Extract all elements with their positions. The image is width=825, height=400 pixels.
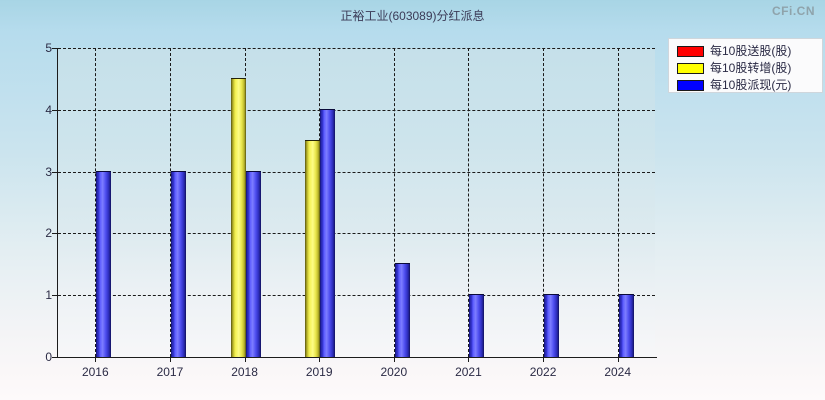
watermark-label: CFi.CN	[772, 4, 815, 18]
y-tick-mark	[52, 295, 58, 297]
y-tick-mark	[52, 233, 58, 235]
bar-2021-paixian	[469, 294, 485, 357]
bar-2019-paixian	[320, 108, 336, 357]
bar-2024-paixian	[618, 294, 634, 357]
legend-swatch-blue	[677, 79, 704, 91]
plot-area	[52, 48, 657, 362]
x-tick-mark	[319, 357, 321, 362]
y-axis-tick-label: 1	[45, 288, 52, 303]
x-axis-labels: 2016 2017 2018 2019 2020 2021 2022 2024	[58, 365, 658, 383]
x-axis-tick-label: 2021	[455, 365, 482, 379]
bar-2019-zhuanzeng	[305, 139, 321, 357]
y-tick-mark	[52, 48, 58, 49]
gridline-horizontal	[58, 171, 655, 173]
bar-2022-paixian	[544, 294, 560, 357]
gridline-vertical	[169, 48, 171, 357]
page-title: 正裕工业(603089)分红派息	[340, 9, 485, 23]
y-axis-tick-label: 5	[45, 41, 52, 55]
chart-legend: 每10股送股(股) 每10股转增(股) 每10股派现(元)	[668, 38, 823, 93]
bar-2020-paixian	[394, 263, 410, 357]
legend-label-song: 每10股送股(股)	[710, 44, 792, 58]
y-tick-mark	[52, 357, 58, 358]
x-axis-tick-label: 2016	[81, 365, 109, 379]
x-axis-tick-label: 2018	[231, 365, 258, 379]
x-tick-mark	[95, 357, 97, 362]
legend-label-paixian: 每10股派现(元)	[710, 78, 792, 92]
legend-item-zhuanzeng: 每10股转增(股)	[677, 60, 822, 76]
x-axis-line	[57, 357, 657, 358]
x-tick-mark	[617, 357, 619, 362]
y-axis-tick-label: 4	[45, 102, 52, 117]
x-tick-mark	[393, 357, 395, 362]
x-axis-tick-label: 2017	[156, 365, 184, 379]
x-axis-tick-label: 2022	[529, 365, 557, 379]
x-axis-tick-label: 2024	[604, 365, 632, 379]
y-tick-mark	[52, 171, 58, 173]
y-axis-tick-label: 0	[45, 350, 52, 364]
plot-background	[58, 48, 655, 357]
x-tick-mark	[169, 357, 171, 362]
y-axis-line	[57, 48, 58, 358]
gridline-vertical	[95, 48, 97, 357]
bar-2018-zhuanzeng	[230, 77, 246, 357]
x-axis-tick-label: 2019	[305, 365, 333, 379]
gridline-horizontal	[58, 48, 655, 49]
gridline-vertical	[393, 48, 395, 357]
legend-label-zhuanzeng: 每10股转增(股)	[710, 61, 792, 75]
gridline-vertical	[617, 48, 619, 357]
bar-2018-paixian	[245, 170, 261, 357]
gridline-vertical	[543, 48, 545, 357]
bar-2017-paixian	[170, 170, 186, 357]
legend-swatch-yellow	[677, 62, 704, 74]
gridline-horizontal	[58, 233, 655, 235]
x-axis-tick-label: 2020	[380, 365, 408, 379]
legend-item-paixian: 每10股派现(元)	[677, 77, 822, 93]
legend-item-song: 每10股送股(股)	[677, 43, 822, 59]
x-tick-mark	[468, 357, 470, 362]
legend-swatch-red	[677, 45, 704, 57]
y-axis-labels: 0 1 2 3 4 5	[10, 42, 52, 363]
gridline-horizontal	[58, 295, 655, 297]
x-tick-mark	[543, 357, 545, 362]
gridline-vertical	[468, 48, 470, 357]
y-axis-tick-label: 3	[45, 164, 52, 179]
y-tick-mark	[52, 109, 58, 111]
gridline-horizontal	[58, 109, 655, 111]
y-axis-tick-label: 2	[45, 226, 52, 241]
x-tick-mark	[244, 357, 246, 362]
bar-2016-paixian	[96, 170, 112, 357]
